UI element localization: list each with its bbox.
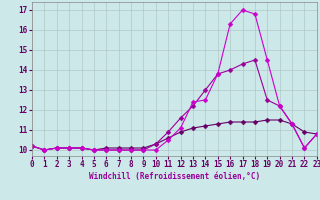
X-axis label: Windchill (Refroidissement éolien,°C): Windchill (Refroidissement éolien,°C) xyxy=(89,172,260,181)
